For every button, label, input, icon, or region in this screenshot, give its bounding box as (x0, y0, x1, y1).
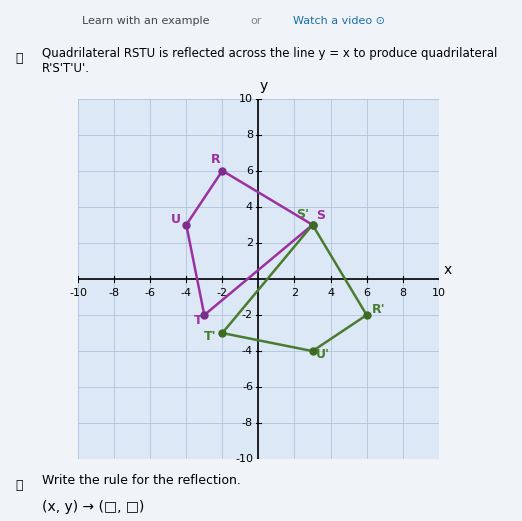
Text: 2: 2 (246, 238, 253, 248)
Text: T': T' (204, 330, 217, 343)
Text: y: y (260, 79, 268, 93)
Text: 🔊: 🔊 (16, 479, 23, 492)
Text: R': R' (372, 303, 386, 316)
Text: -6: -6 (145, 288, 156, 298)
Text: -6: -6 (242, 382, 253, 392)
Text: U: U (171, 213, 181, 226)
Text: -8: -8 (109, 288, 120, 298)
Text: Learn with an example: Learn with an example (82, 16, 210, 26)
Text: 🔊: 🔊 (16, 52, 23, 65)
Text: 6: 6 (246, 166, 253, 176)
Text: S': S' (296, 207, 309, 220)
Text: -8: -8 (242, 418, 253, 428)
Text: -10: -10 (69, 288, 87, 298)
Text: Watch a video ⊙: Watch a video ⊙ (293, 16, 385, 26)
Text: -2: -2 (217, 288, 228, 298)
Text: x: x (444, 263, 452, 277)
Text: -4: -4 (242, 346, 253, 356)
Text: -10: -10 (235, 454, 253, 464)
Text: 2: 2 (291, 288, 298, 298)
Text: Write the rule for the reflection.: Write the rule for the reflection. (42, 474, 241, 487)
Text: U': U' (316, 349, 330, 361)
Text: 10: 10 (239, 94, 253, 104)
Text: 4: 4 (327, 288, 334, 298)
Text: 10: 10 (432, 288, 446, 298)
Text: 8: 8 (399, 288, 406, 298)
Text: R: R (211, 154, 220, 167)
Text: S: S (316, 209, 325, 222)
Text: or: or (250, 16, 262, 26)
Text: Quadrilateral RSTU is reflected across the line y = x to produce quadrilateral
R: Quadrilateral RSTU is reflected across t… (42, 47, 497, 75)
Text: T: T (194, 314, 203, 327)
Text: (x, y) → (□, □): (x, y) → (□, □) (42, 500, 144, 514)
Text: 4: 4 (246, 202, 253, 212)
Text: 6: 6 (363, 288, 370, 298)
Text: -4: -4 (181, 288, 192, 298)
Text: -2: -2 (242, 310, 253, 320)
Text: 8: 8 (246, 130, 253, 140)
